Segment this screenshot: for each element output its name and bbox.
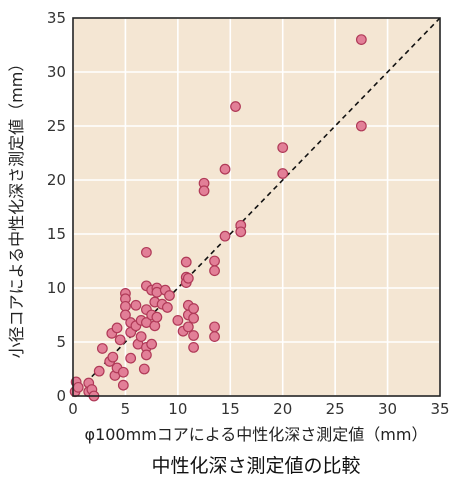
y-tick-label: 25: [47, 117, 66, 135]
data-point: [161, 302, 173, 313]
data-point: [149, 320, 161, 332]
data-point: [209, 255, 220, 267]
y-tick-label: 5: [56, 333, 66, 351]
y-axis-ticks: 0 5 10 15 20 25 30 35: [47, 9, 66, 405]
chart-caption: 中性化深さ測定値の比較: [151, 455, 360, 477]
data-point: [140, 349, 152, 361]
data-point: [355, 34, 367, 45]
y-tick-label: 15: [47, 225, 66, 243]
data-point: [209, 321, 220, 333]
data-point: [188, 303, 199, 314]
x-tick-label: 15: [221, 400, 240, 418]
data-point: [180, 256, 192, 268]
data-point: [219, 230, 231, 242]
x-tick-label: 0: [68, 400, 78, 418]
data-point: [209, 265, 220, 277]
plot-frame: [72, 17, 441, 397]
data-point: [188, 342, 199, 353]
data-point: [188, 330, 199, 341]
x-tick-label: 5: [121, 400, 131, 418]
y-tick-label: 10: [47, 279, 66, 297]
x-tick-label: 30: [378, 400, 397, 418]
data-point: [151, 311, 163, 323]
data-point: [182, 272, 194, 284]
data-point: [72, 381, 84, 393]
data-point: [114, 334, 126, 346]
data-point: [107, 351, 119, 363]
data-point: [219, 163, 231, 175]
y-tick-label: 0: [56, 387, 66, 405]
x-tick-label: 25: [326, 400, 345, 418]
x-axis-ticks: 0 5 10 15 20 25 30 35: [68, 400, 449, 418]
data-point: [198, 185, 210, 197]
x-tick-label: 20: [273, 400, 292, 418]
data-point: [135, 331, 147, 343]
data-point: [188, 312, 199, 324]
data-point: [164, 290, 175, 301]
data-point: [277, 142, 289, 154]
data-point: [130, 299, 142, 311]
x-axis-title: φ100mmコアによる中性化深さ測定値（mm）: [85, 425, 428, 444]
data-point: [209, 331, 220, 343]
data-point: [117, 366, 129, 378]
y-axis-title: 小径コアによる中性化深さ測定値（mm）: [7, 56, 26, 359]
x-tick-label: 35: [430, 400, 449, 418]
data-point: [277, 168, 289, 179]
data-point: [111, 322, 123, 334]
data-point: [93, 365, 105, 377]
y-tick-label: 20: [47, 171, 66, 189]
data-point: [138, 363, 150, 375]
data-point: [146, 338, 158, 350]
data-point: [355, 120, 367, 132]
data-point: [140, 246, 152, 258]
y-tick-label: 35: [47, 9, 66, 27]
data-point: [117, 379, 129, 391]
y-tick-label: 30: [47, 63, 66, 81]
data-point: [230, 101, 241, 112]
data-point: [172, 315, 184, 326]
data-point: [182, 321, 194, 333]
data-point: [120, 309, 131, 321]
reference-line: [72, 17, 441, 397]
x-tick-label: 10: [168, 400, 187, 418]
data-point: [235, 226, 247, 238]
data-point: [125, 352, 137, 364]
data-point: [96, 343, 108, 354]
